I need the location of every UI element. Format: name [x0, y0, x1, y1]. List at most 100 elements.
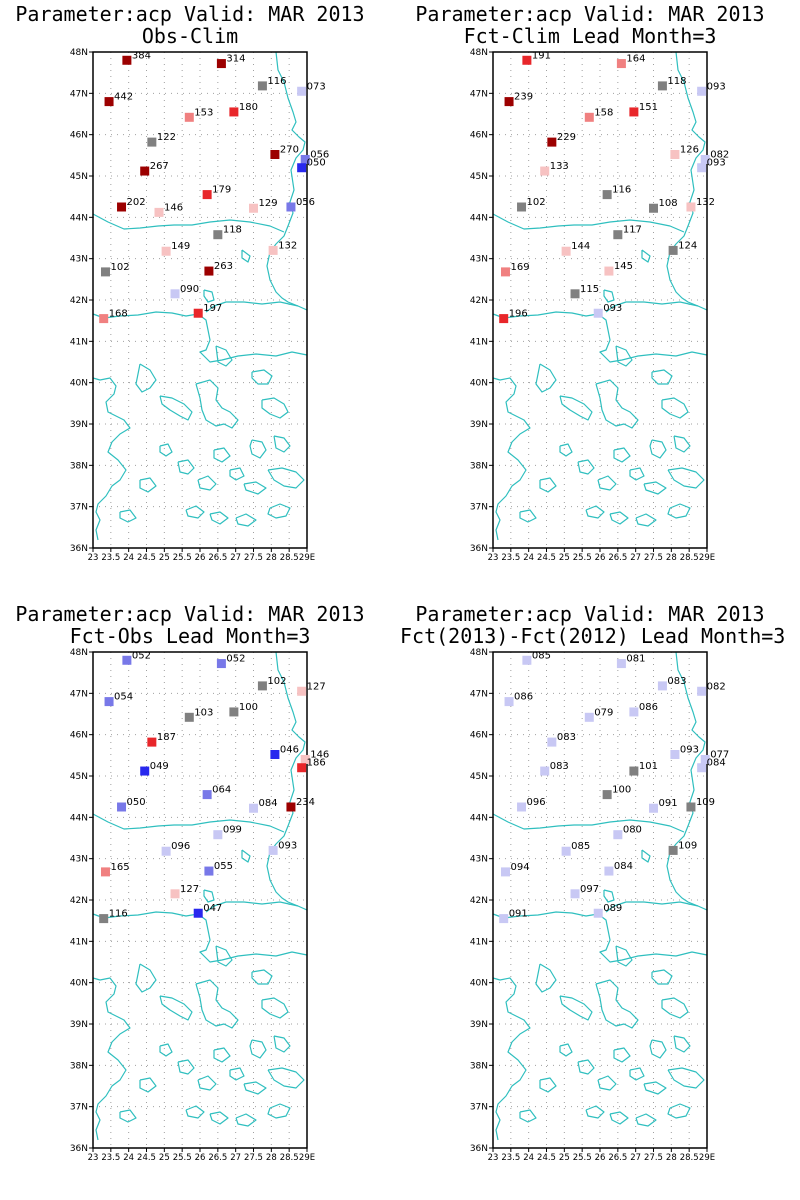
station-marker — [117, 202, 127, 212]
station-marker — [104, 697, 114, 707]
lon-tick-label: 25.5 — [573, 1153, 592, 1163]
station-value-label: 093 — [603, 303, 622, 314]
lon-tick-label: 26 — [195, 553, 206, 563]
station-marker — [668, 245, 678, 255]
coastline — [615, 345, 633, 367]
lon-tick-label: 25 — [559, 1153, 570, 1163]
lon-tick-label: 25 — [159, 553, 170, 563]
station-marker — [117, 802, 127, 812]
coastline — [92, 311, 308, 363]
lon-tick-label: 26.5 — [608, 553, 627, 563]
coastline — [597, 475, 617, 491]
station-marker — [686, 802, 696, 812]
lon-tick-label: 25 — [159, 1153, 170, 1163]
station-value-label: 384 — [132, 50, 151, 61]
station-value-label: 081 — [626, 654, 645, 665]
coastline — [92, 911, 308, 963]
coastline — [492, 911, 708, 963]
lon-tick-label: 29E — [299, 1153, 315, 1163]
station-marker — [268, 845, 278, 855]
station-marker — [697, 763, 707, 773]
lat-tick-label: 45N — [70, 772, 88, 782]
lon-tick-label: 28 — [666, 1153, 677, 1163]
coastline — [615, 945, 633, 967]
coastline — [267, 1067, 305, 1089]
coastline — [559, 1043, 573, 1057]
lon-tick-label: 27 — [230, 553, 241, 563]
coastline — [159, 995, 193, 1021]
station-value-label: 084 — [259, 798, 278, 809]
station-marker — [122, 55, 132, 65]
coastline — [559, 995, 593, 1021]
station-value-label: 186 — [307, 758, 326, 769]
station-value-label: 234 — [296, 797, 315, 808]
station-value-label: 084 — [707, 758, 726, 769]
station-marker — [629, 766, 639, 776]
station-value-label: 055 — [214, 861, 233, 872]
coastline — [649, 1039, 667, 1059]
panel-title: Parameter:acp Valid: MAR 2013 — [15, 2, 365, 26]
map-frame — [492, 651, 708, 1149]
station-value-label: 054 — [114, 692, 133, 703]
station-value-label: 263 — [214, 261, 233, 272]
coastline — [119, 1109, 137, 1123]
coastline — [119, 509, 137, 523]
lat-tick-label: 43N — [470, 855, 488, 865]
coastline — [135, 963, 157, 993]
coastline — [177, 1059, 195, 1075]
station-marker — [649, 203, 658, 213]
lon-tick-label: 23 — [88, 553, 99, 563]
station-value-label: 099 — [223, 825, 242, 836]
station-marker — [613, 830, 623, 840]
coastline — [267, 503, 291, 519]
lat-tick-label: 38N — [70, 1061, 88, 1071]
coastline — [492, 377, 531, 541]
station-marker — [547, 737, 557, 747]
lon-tick-label: 26.5 — [208, 553, 227, 563]
lat-tick-label: 48N — [70, 648, 88, 658]
station-marker — [216, 59, 226, 69]
coastline — [185, 1105, 205, 1119]
coastline — [209, 1111, 229, 1125]
coastline — [595, 379, 639, 429]
station-marker — [522, 55, 532, 65]
station-value-label: 116 — [109, 909, 128, 920]
coastline — [195, 379, 239, 429]
lat-tick-label: 41N — [70, 337, 88, 347]
panel-subtitle: Fct(2013)-Fct(2012) Lead Month=3 — [400, 624, 786, 648]
station-value-label: 102 — [527, 197, 546, 208]
lat-tick-label: 37N — [470, 503, 488, 513]
station-marker — [584, 712, 594, 722]
station-marker — [593, 308, 603, 318]
coastline — [605, 901, 699, 913]
map-frame — [492, 51, 708, 549]
station-marker — [499, 314, 509, 324]
station-marker — [649, 803, 658, 813]
lat-tick-label: 44N — [70, 213, 88, 223]
lat-tick-label: 46N — [70, 731, 88, 741]
station-value-label: 085 — [571, 841, 590, 852]
lon-tick-label: 27 — [230, 1153, 241, 1163]
lat-tick-label: 36N — [70, 1144, 88, 1154]
station-value-label: 169 — [510, 262, 529, 273]
station-marker — [602, 790, 612, 800]
station-value-label: 124 — [678, 240, 697, 251]
lon-tick-label: 28.5 — [680, 1153, 699, 1163]
lat-tick-label: 40N — [470, 379, 488, 389]
lon-tick-label: 27 — [630, 553, 641, 563]
lon-tick-label: 24 — [523, 1153, 534, 1163]
coastline — [177, 459, 195, 475]
coastline — [667, 467, 705, 489]
station-marker — [216, 659, 226, 669]
coastline — [92, 813, 285, 833]
station-marker — [604, 866, 614, 876]
coastline — [159, 1043, 173, 1057]
station-marker — [147, 737, 157, 747]
coastline — [213, 447, 231, 463]
coastline — [273, 435, 291, 453]
station-value-label: 149 — [171, 241, 190, 252]
map-frame — [92, 651, 308, 1149]
station-marker — [300, 154, 310, 164]
station-value-label: 093 — [278, 840, 297, 851]
station-marker — [249, 203, 258, 213]
